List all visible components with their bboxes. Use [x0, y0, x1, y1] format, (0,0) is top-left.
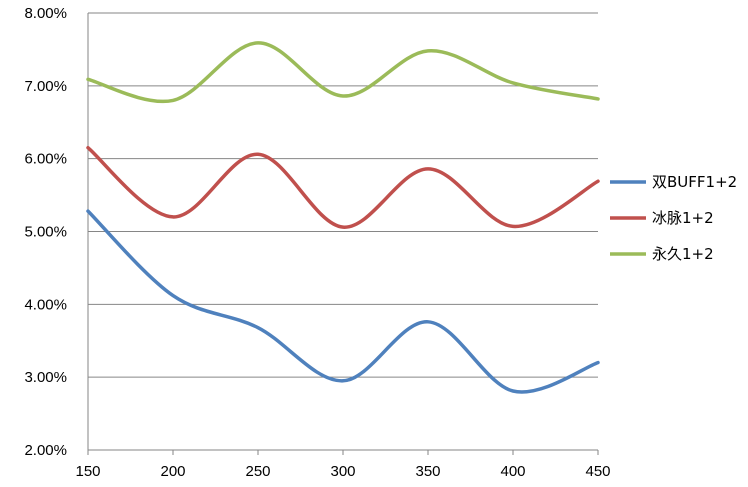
- y-tick-label: 2.00%: [24, 442, 67, 459]
- y-tick-label: 7.00%: [24, 78, 67, 95]
- axes: [87, 13, 599, 455]
- series-line-1: [86, 209, 600, 394]
- y-tick-label: 8.00%: [24, 5, 67, 22]
- x-axis-tick-labels: 150 200 250 300 350 400 450: [75, 463, 610, 480]
- y-tick-label: 3.00%: [24, 369, 67, 386]
- series-lines: [86, 41, 600, 394]
- gridlines: [88, 12, 598, 378]
- x-tick-label: 450: [585, 463, 610, 480]
- x-tick-label: 250: [245, 463, 270, 480]
- x-tick-label: 400: [500, 463, 525, 480]
- y-axis-tick-labels: 2.00% 3.00% 4.00% 5.00% 6.00% 7.00% 8.00%: [24, 5, 67, 459]
- series-line-3: [86, 41, 600, 104]
- legend-label: 双BUFF1+2: [652, 173, 737, 191]
- y-tick-label: 6.00%: [24, 151, 67, 168]
- y-tick-label: 5.00%: [24, 224, 67, 241]
- legend-label: 永久1+2: [652, 245, 714, 263]
- x-tick-label: 350: [415, 463, 440, 480]
- x-tick-label: 200: [160, 463, 185, 480]
- x-tick-label: 150: [75, 463, 100, 480]
- legend-label: 冰脉1+2: [652, 209, 714, 227]
- x-tick-label: 300: [330, 463, 355, 480]
- legend: 双BUFF1+2 冰脉1+2 永久1+2: [610, 173, 737, 263]
- series-line-2: [86, 145, 600, 229]
- y-tick-label: 4.00%: [24, 296, 67, 313]
